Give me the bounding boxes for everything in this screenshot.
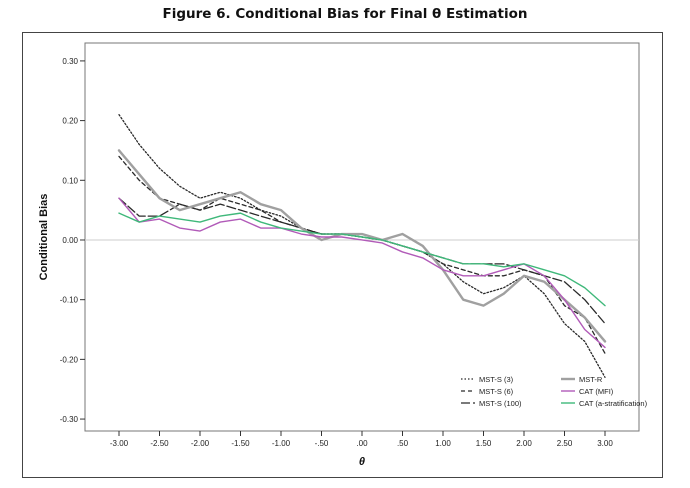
x-tick-label: 1.00 xyxy=(435,439,451,448)
legend-label: CAT (MFI) xyxy=(579,387,614,396)
line-chart: 0.30 0.20 0.10 0.00 -0.10 -0.20 -0.30 -3.00 -2.… xyxy=(38,42,648,468)
x-tick-label: -1.00 xyxy=(272,439,291,448)
y-axis-title: Conditional Bias xyxy=(38,194,50,281)
y-tick-label: 0.20 xyxy=(62,117,78,126)
x-tick-label: -1.50 xyxy=(231,439,250,448)
x-tick-label: 1.50 xyxy=(476,439,492,448)
y-tick-label: -0.20 xyxy=(60,355,79,364)
series-line-cat-a-stratification xyxy=(118,212,606,307)
legend-label: MST-R xyxy=(579,375,603,384)
x-tick-label: 3.00 xyxy=(597,439,613,448)
y-tick-label: 0.00 xyxy=(62,236,78,245)
chart-frame: 0.30 0.20 0.10 0.00 -0.10 -0.20 -0.30 -3.00 -2.… xyxy=(22,32,663,478)
x-axis-title: θ xyxy=(359,456,365,468)
x-tick-label: 2.00 xyxy=(516,439,532,448)
x-tick-label: -3.00 xyxy=(110,439,129,448)
x-tick-label: -2.50 xyxy=(150,439,169,448)
y-tick-label: 0.30 xyxy=(62,57,78,66)
legend: MST-S (3) MST-S (6) MST-S (100) MST-R CAT (M… xyxy=(461,375,648,408)
x-tick-label: .00 xyxy=(356,439,368,448)
x-tick-label: -2.00 xyxy=(191,439,210,448)
y-tick-label: 0.10 xyxy=(62,176,78,185)
legend-label: MST-S (3) xyxy=(479,375,514,384)
legend-label: CAT (a-stratification) xyxy=(579,399,648,408)
y-axis: 0.30 0.20 0.10 0.00 -0.10 -0.20 -0.30 xyxy=(60,57,85,424)
y-tick-label: -0.30 xyxy=(60,415,79,424)
x-tick-label: -.50 xyxy=(315,439,329,448)
series-line-mst-r xyxy=(117,149,607,343)
series-group xyxy=(117,113,607,378)
legend-label: MST-S (6) xyxy=(479,387,514,396)
legend-label: MST-S (100) xyxy=(479,399,522,408)
y-tick-label: -0.10 xyxy=(60,296,79,305)
figure-title: Figure 6. Conditional Bias for Final θ E… xyxy=(162,6,528,22)
x-axis: -3.00 -2.50 -2.00 -1.50 -1.00 -.50 .00 .50 1.00 1… xyxy=(110,431,613,448)
x-tick-label: .50 xyxy=(397,439,409,448)
x-tick-label: 2.50 xyxy=(557,439,573,448)
